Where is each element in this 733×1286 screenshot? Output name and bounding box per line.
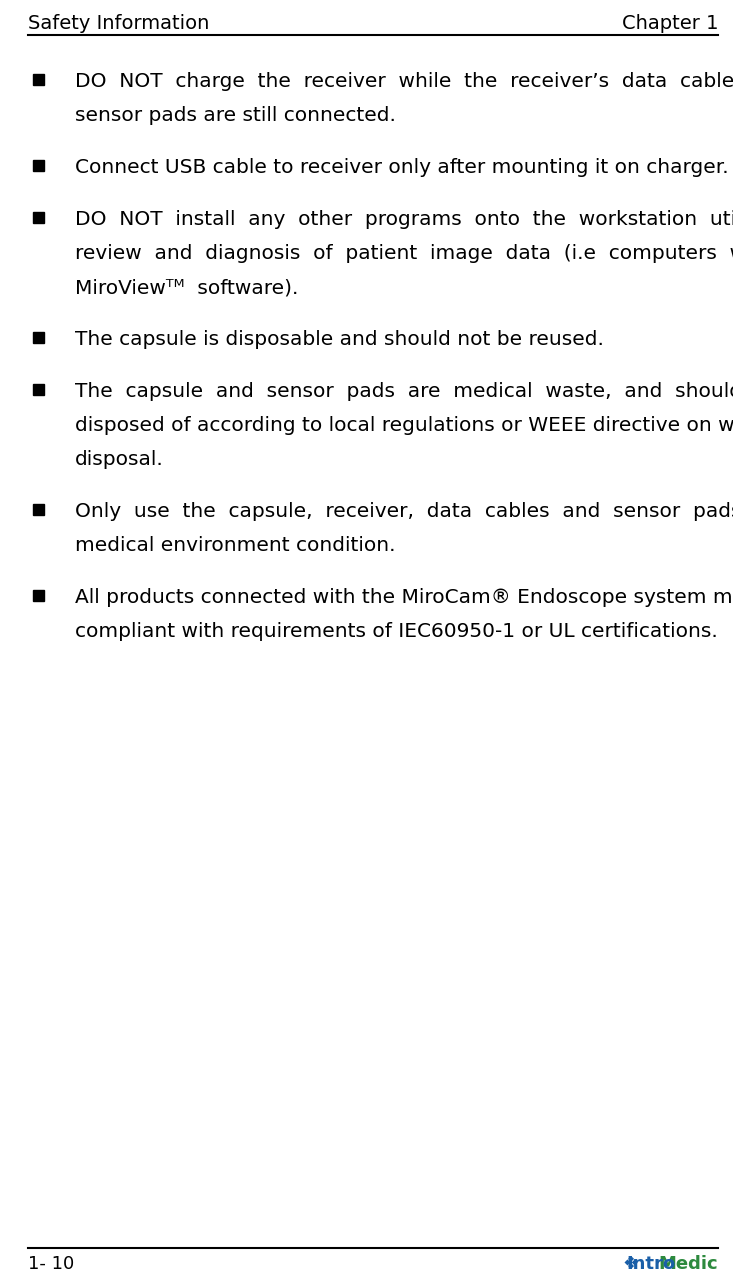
Text: Safety Information: Safety Information: [28, 14, 210, 33]
Text: Only  use  the  capsule,  receiver,  data  cables  and  sensor  pads  in  the: Only use the capsule, receiver, data cab…: [75, 502, 733, 521]
Bar: [32, 75, 43, 85]
Text: MiroViewᵀᴹ  software).: MiroViewᵀᴹ software).: [75, 278, 298, 297]
Text: DO  NOT  charge  the  receiver  while  the  receiver’s  data  cable  and: DO NOT charge the receiver while the rec…: [75, 72, 733, 91]
Text: Connect USB cable to receiver only after mounting it on charger.: Connect USB cable to receiver only after…: [75, 158, 729, 177]
Text: Medic: Medic: [658, 1255, 718, 1273]
Text: 1- 10: 1- 10: [28, 1255, 74, 1273]
Text: compliant with requirements of IEC60950-1 or UL certifications.: compliant with requirements of IEC60950-…: [75, 622, 718, 640]
Text: disposed of according to local regulations or WEEE directive on waste: disposed of according to local regulatio…: [75, 415, 733, 435]
Text: Intro: Intro: [626, 1255, 675, 1273]
Bar: [32, 161, 43, 171]
Bar: [32, 333, 43, 343]
Text: DO  NOT  install  any  other  programs  onto  the  workstation  utilized  for: DO NOT install any other programs onto t…: [75, 210, 733, 229]
Bar: [32, 385, 43, 396]
Bar: [32, 504, 43, 516]
Text: The  capsule  and  sensor  pads  are  medical  waste,  and  should  be: The capsule and sensor pads are medical …: [75, 382, 733, 401]
Bar: [32, 212, 43, 224]
Text: All products connected with the MiroCam® Endoscope system must be: All products connected with the MiroCam®…: [75, 588, 733, 607]
Text: ❖: ❖: [623, 1255, 639, 1273]
Text: Chapter 1: Chapter 1: [622, 14, 718, 33]
Text: disposal.: disposal.: [75, 450, 163, 469]
Text: review  and  diagnosis  of  patient  image  data  (i.e  computers  with  the: review and diagnosis of patient image da…: [75, 244, 733, 264]
Text: medical environment condition.: medical environment condition.: [75, 536, 396, 556]
Text: sensor pads are still connected.: sensor pads are still connected.: [75, 105, 396, 125]
Text: The capsule is disposable and should not be reused.: The capsule is disposable and should not…: [75, 331, 604, 349]
Bar: [32, 590, 43, 602]
